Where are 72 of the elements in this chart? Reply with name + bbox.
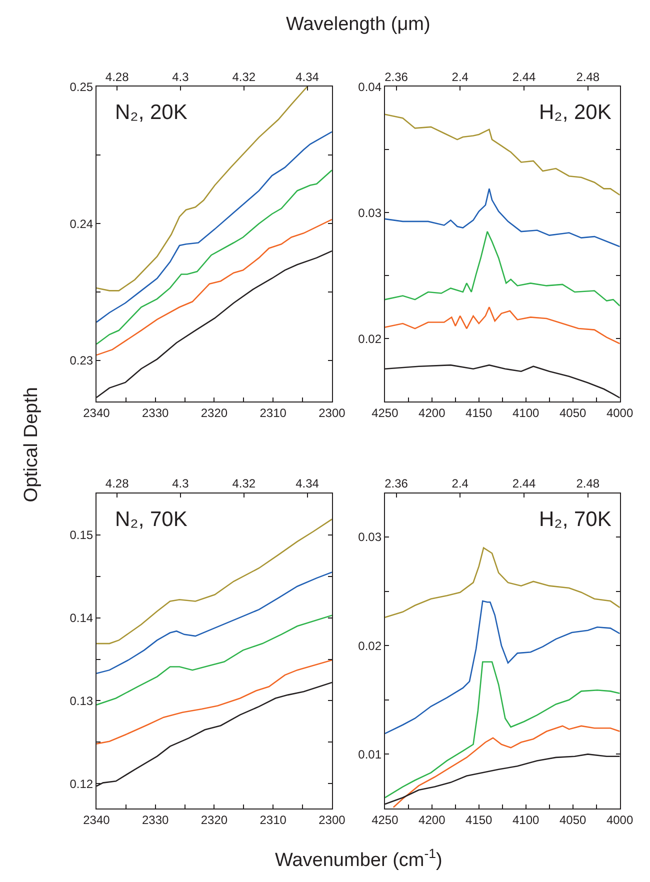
x-tick-label: 4100 [512, 406, 540, 420]
x2-tick-label: 4.28 [105, 70, 130, 84]
line-series [384, 230, 620, 307]
line-series [384, 547, 620, 618]
line-series [96, 659, 332, 744]
x-tick-label: 4100 [512, 812, 540, 827]
x-tick-label: 4000 [606, 406, 634, 420]
x2-axis-title: Wavelength (μm) [286, 14, 430, 35]
x-tick-label: 2340 [83, 812, 110, 827]
x2-tick-label: 2.4 [452, 476, 469, 491]
x-tick-label: 4050 [559, 406, 586, 420]
x-tick-label: 2310 [260, 812, 287, 827]
line-series [96, 572, 332, 674]
line-series [96, 131, 332, 323]
x2-tick-label: 2.48 [576, 476, 600, 491]
y-tick-label: 0.25 [70, 80, 94, 94]
x-tick-label: 2320 [200, 406, 228, 420]
line-series [384, 188, 620, 248]
x-tick-label: 2340 [83, 406, 110, 420]
y-tick-label: 0.02 [358, 332, 382, 346]
y-axis-title: Optical Depth [21, 387, 42, 502]
x-tick-label: 4200 [418, 812, 446, 827]
x2-tick-label: 2.44 [512, 476, 536, 491]
text: H₂, 20K [539, 101, 612, 124]
line-series [384, 306, 620, 344]
x-tick-label: 4150 [466, 406, 493, 420]
x-tick-label: 4000 [606, 812, 634, 827]
x-tick-label: 4250 [372, 812, 399, 827]
line-series [392, 725, 620, 808]
x-tick-label: 4200 [418, 406, 446, 420]
x2-tick-label: 4.3 [172, 476, 190, 491]
x-tick-label: 2300 [318, 812, 346, 827]
text: N₂, 70K [115, 508, 188, 531]
x2-tick-label: 4.34 [296, 476, 320, 491]
line-series [384, 661, 620, 798]
text: H₂, 70K [539, 508, 612, 531]
y-tick-label: 0.12 [70, 776, 94, 791]
line-series [96, 614, 332, 706]
x-tick-label: 4150 [466, 812, 493, 827]
x-tick-label: 4250 [372, 406, 399, 420]
x-tick-label: 2300 [318, 406, 346, 420]
y-tick-label: 0.15 [70, 528, 94, 542]
x2-tick-label: 4.28 [105, 476, 130, 491]
x2-tick-label: 2.36 [384, 70, 408, 84]
line-series [96, 170, 332, 345]
line-series [96, 86, 308, 292]
y-tick-label: 0.04 [358, 80, 382, 94]
y-tick-label: 0.14 [70, 611, 94, 626]
y-tick-label: 0.01 [358, 747, 382, 762]
y-tick-label: 0.02 [358, 638, 382, 653]
x2-tick-label: 2.48 [576, 70, 600, 84]
y-tick-label: 0.23 [70, 354, 94, 368]
x-tick-label: 2330 [142, 406, 170, 420]
x2-tick-label: 2.36 [384, 476, 408, 491]
y-tick-label: 0.24 [70, 216, 94, 231]
x-axis-title: Wavenumber (cm$^{-1}$) [275, 846, 442, 871]
x2-tick-label: 4.32 [232, 70, 256, 84]
line-series [384, 600, 620, 734]
line-series [96, 218, 332, 356]
y-tick-label: 0.03 [358, 206, 382, 220]
x2-tick-label: 2.44 [512, 70, 536, 84]
y-tick-label: 0.13 [70, 694, 94, 708]
x-tick-label: 2320 [200, 812, 228, 827]
y-tick-label: 0.03 [358, 530, 382, 544]
x2-tick-label: 4.32 [232, 476, 256, 491]
x-tick-label: 2330 [142, 812, 170, 827]
x2-tick-label: 4.3 [172, 70, 190, 84]
x-tick-label: 4050 [559, 812, 586, 827]
x2-tick-label: 2.4 [452, 70, 469, 84]
text: N₂, 20K [115, 101, 188, 124]
x-tick-label: 2310 [260, 406, 287, 420]
x2-tick-label: 4.34 [296, 70, 320, 84]
